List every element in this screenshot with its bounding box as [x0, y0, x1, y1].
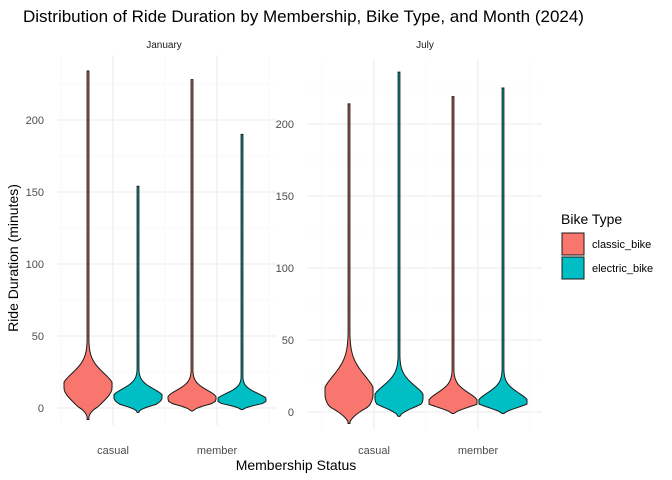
panel-july: July 0 50 100 150 200 casual member: [276, 40, 542, 457]
violin-casual-classic-bike: [63, 70, 113, 421]
panel-july-x-ticks: casual member: [358, 445, 498, 457]
violin-casual-classic-bike: [324, 103, 374, 425]
panel-january-grid: [57, 55, 277, 426]
legend-label-electric-bike: electric_bike: [592, 263, 653, 275]
chart-title: Distribution of Ride Duration by Members…: [23, 7, 584, 26]
y-tick-label: 150: [276, 191, 294, 203]
y-tick-label: 0: [288, 407, 294, 419]
x-tick-label-member: member: [458, 445, 499, 457]
legend-swatch-electric-bike: [561, 256, 585, 280]
x-tick-label-casual: casual: [97, 445, 129, 457]
violin-member-classic-bike: [167, 79, 217, 412]
panel-january: January 0 50 100 150 200 casual member: [26, 40, 277, 457]
y-axis-title: Ride Duration (minutes): [5, 184, 21, 332]
y-tick-label: 200: [26, 115, 44, 127]
y-tick-label: 50: [282, 335, 294, 347]
violin-member-electric-bike: [217, 133, 267, 410]
panel-july-violins: [324, 71, 528, 425]
x-axis-title: Membership Status: [236, 457, 357, 473]
y-tick-label: 100: [26, 259, 44, 271]
strip-label-july: July: [416, 40, 434, 51]
panel-january-y-ticks: 0 50 100 150 200: [26, 115, 44, 415]
legend-label-classic-bike: classic_bike: [592, 239, 651, 251]
y-tick-label: 100: [276, 263, 294, 275]
y-tick-label: 200: [276, 119, 294, 131]
violin-casual-electric-bike: [374, 71, 424, 417]
y-tick-label: 50: [32, 331, 44, 343]
legend-title: Bike Type: [561, 211, 622, 227]
strip-label-january: January: [146, 40, 182, 51]
legend: Bike Type classic_bike electric_bike: [561, 211, 653, 280]
violin-member-electric-bike: [478, 87, 528, 414]
x-tick-label-casual: casual: [358, 445, 390, 457]
violin-member-classic-bike: [428, 96, 478, 414]
y-tick-label: 0: [38, 403, 44, 415]
violin-casual-electric-bike: [113, 185, 163, 413]
panel-january-violins: [63, 70, 267, 421]
legend-swatch-classic-bike: [561, 232, 585, 256]
panel-july-y-ticks: 0 50 100 150 200: [276, 119, 294, 419]
x-tick-label-member: member: [197, 445, 238, 457]
panel-january-x-ticks: casual member: [97, 445, 237, 457]
y-tick-label: 150: [26, 187, 44, 199]
